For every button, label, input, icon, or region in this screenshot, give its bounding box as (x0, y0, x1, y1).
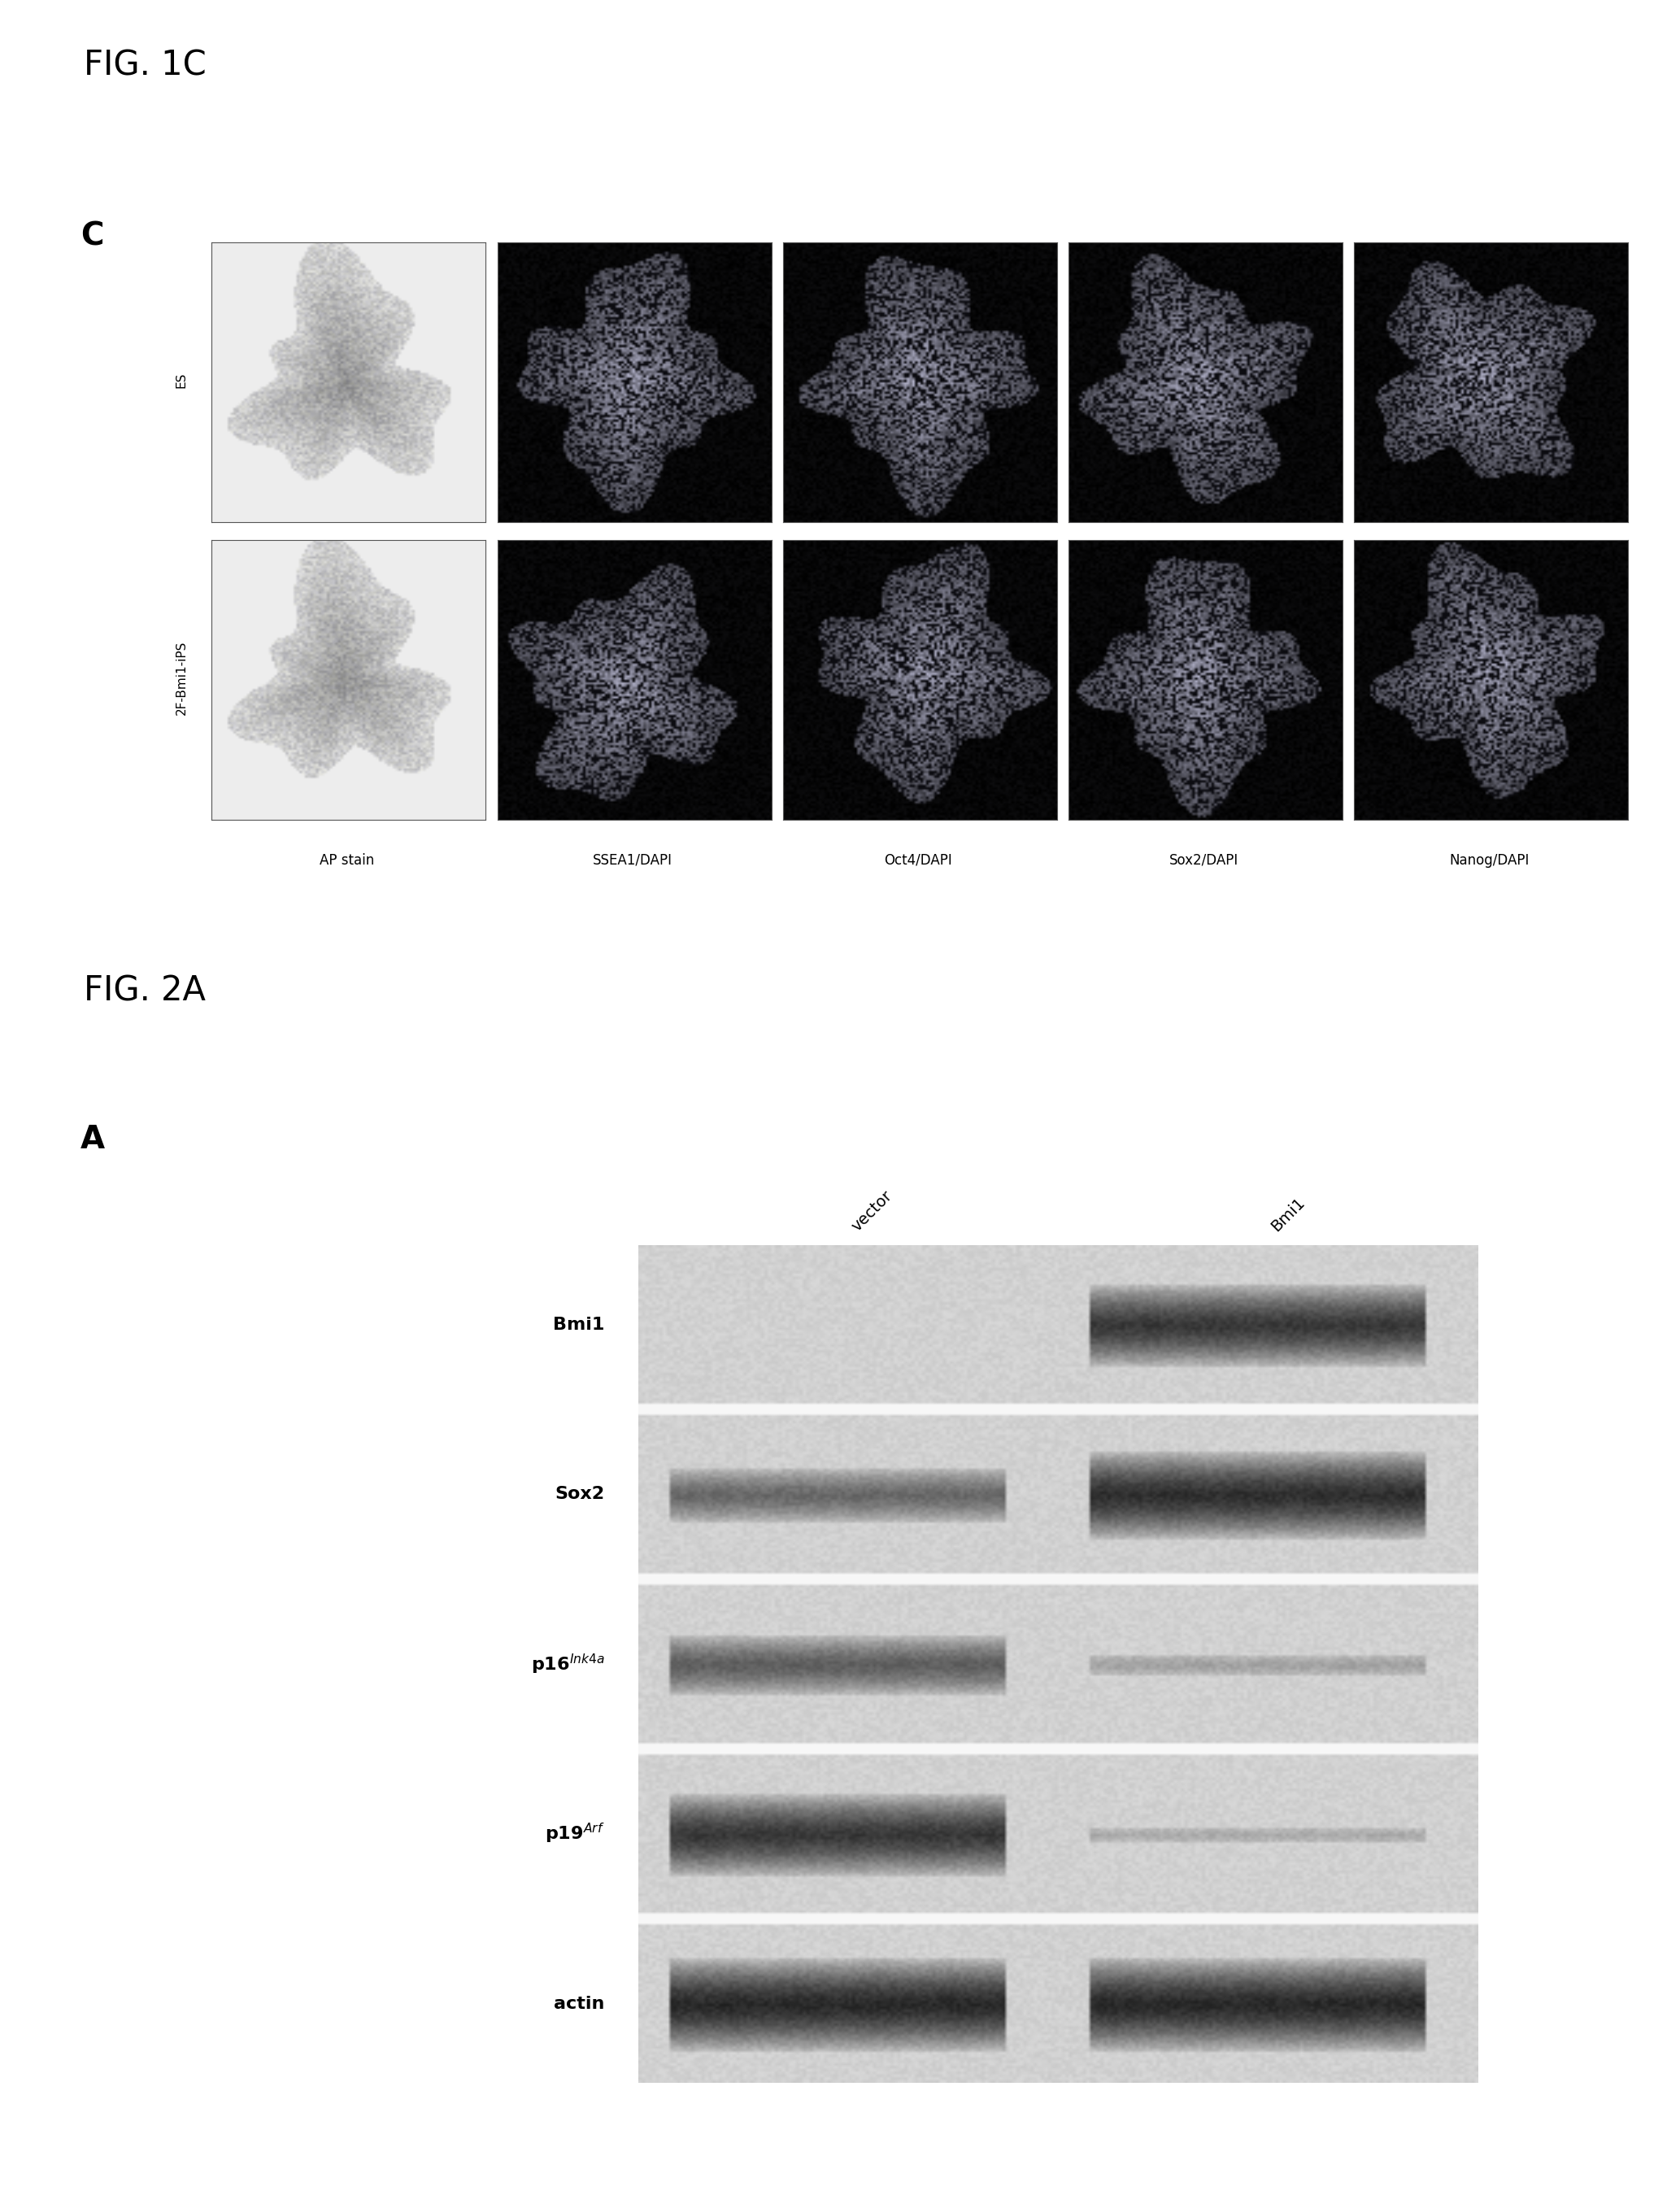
Text: A: A (81, 1124, 106, 1155)
Text: actin: actin (554, 1995, 605, 2012)
Text: 2F-Bmi1-iPS: 2F-Bmi1-iPS (175, 641, 188, 714)
Text: SSEA1/DAPI: SSEA1/DAPI (593, 853, 672, 868)
Text: Sox2: Sox2 (554, 1485, 605, 1503)
Text: vector: vector (848, 1188, 895, 1234)
Text: FIG. 1C: FIG. 1C (84, 48, 207, 82)
Text: Oct4/DAPI: Oct4/DAPI (884, 853, 953, 868)
Text: Nanog/DAPI: Nanog/DAPI (1450, 853, 1529, 868)
Text: Bmi1: Bmi1 (553, 1316, 605, 1333)
Text: p16$^{Ink4a}$: p16$^{Ink4a}$ (531, 1653, 605, 1675)
Text: p19$^{Arf}$: p19$^{Arf}$ (544, 1823, 605, 1845)
Text: ES: ES (175, 372, 188, 388)
Text: AP stain: AP stain (319, 853, 375, 868)
Text: Sox2/DAPI: Sox2/DAPI (1169, 853, 1238, 868)
Text: FIG. 2A: FIG. 2A (84, 974, 207, 1007)
Text: C: C (81, 220, 104, 251)
Text: Bmi1: Bmi1 (1268, 1195, 1309, 1234)
